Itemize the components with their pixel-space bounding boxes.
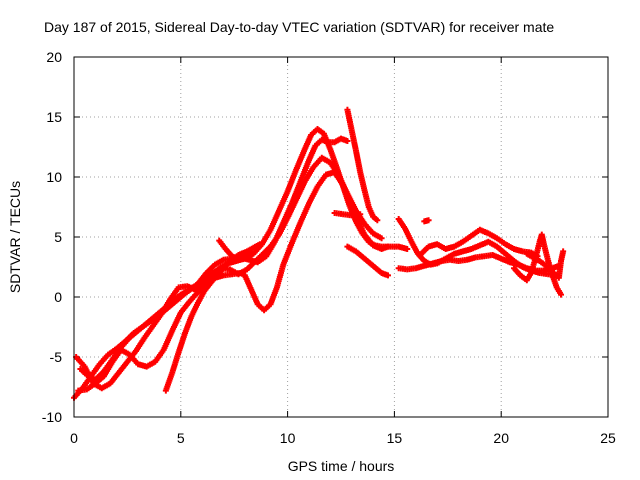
- series-arc-13: [511, 231, 565, 298]
- data-point: [404, 246, 411, 252]
- x-tick-label: 10: [280, 430, 296, 446]
- chart-title: Day 187 of 2015, Sidereal Day-to-day VTE…: [44, 19, 554, 35]
- data-point: [558, 291, 565, 298]
- y-tick-label: 0: [54, 289, 62, 305]
- x-tick-label: 20: [493, 430, 509, 446]
- y-axis-label: SDTVAR / TECUs: [7, 181, 23, 293]
- x-tick-label: 25: [600, 430, 616, 446]
- series-arc-6: [216, 237, 255, 263]
- series-arc-14: [523, 248, 567, 281]
- x-axis-label: GPS time / hours: [288, 458, 395, 474]
- data-point: [357, 211, 364, 218]
- series-arc-8: [331, 210, 364, 219]
- grid-lines: [74, 57, 608, 417]
- x-tick-label: 15: [387, 430, 403, 446]
- y-tick-label: 5: [54, 229, 62, 245]
- data-point: [560, 248, 567, 255]
- y-tick-label: -5: [50, 349, 63, 365]
- series-arc-11: [395, 252, 562, 274]
- y-tick-label: 15: [46, 109, 62, 125]
- series-arc-5: [162, 241, 263, 394]
- data-point: [374, 217, 381, 224]
- y-tick-label: 10: [46, 169, 62, 185]
- y-tick-label: -10: [42, 409, 62, 425]
- series-arc-15: [421, 217, 432, 225]
- data-point: [384, 272, 391, 279]
- y-tick-label: 20: [46, 49, 62, 65]
- x-tick-label: 0: [70, 430, 78, 446]
- data-point: [384, 243, 391, 250]
- series-arc-7: [344, 106, 381, 224]
- data-point: [248, 250, 255, 257]
- data-point: [378, 235, 385, 242]
- data-point: [256, 241, 263, 248]
- series-arc-4: [75, 169, 391, 394]
- series-arc-12: [417, 226, 541, 260]
- plot-frame: [73, 56, 609, 418]
- x-tick-label: 5: [177, 430, 185, 446]
- axis-ticks: 0 5 10 15 20 25 -10 -5 0 5 10 15 20: [42, 49, 616, 446]
- data-marks: [71, 106, 567, 401]
- data-point: [425, 217, 432, 224]
- data-point: [344, 138, 351, 144]
- series-arc-9: [344, 243, 391, 279]
